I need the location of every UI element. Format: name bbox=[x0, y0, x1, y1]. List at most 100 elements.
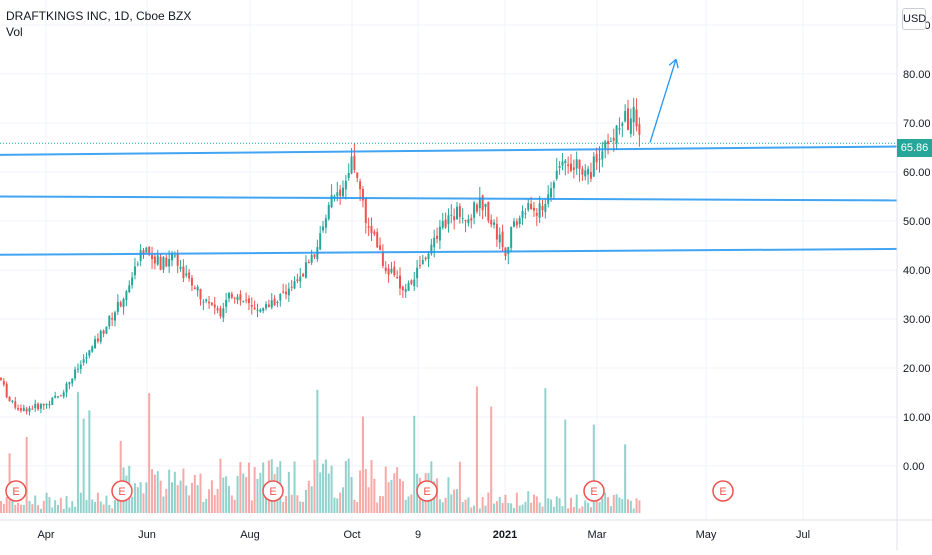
volume-bar bbox=[222, 477, 225, 513]
volume-bar bbox=[116, 491, 119, 513]
candle-body bbox=[250, 305, 253, 307]
volume-bar bbox=[570, 497, 572, 513]
candle-body bbox=[139, 250, 142, 261]
volume-bar bbox=[133, 483, 136, 513]
candle-body bbox=[384, 267, 387, 272]
candle-body bbox=[299, 276, 302, 282]
volume-bar bbox=[79, 492, 82, 513]
volume-bar bbox=[330, 465, 333, 513]
volume-bar bbox=[473, 505, 476, 513]
candle-body bbox=[222, 308, 225, 318]
time-tick-label: 2021 bbox=[493, 529, 517, 541]
volume-bar bbox=[578, 508, 581, 513]
volume-bar bbox=[627, 499, 629, 513]
candle-body bbox=[581, 168, 584, 175]
volume-bar bbox=[205, 498, 208, 513]
candle-body bbox=[575, 159, 578, 169]
candle-body bbox=[453, 216, 456, 221]
candle-body bbox=[621, 123, 624, 126]
candle-body bbox=[168, 258, 171, 267]
candle-body bbox=[416, 267, 419, 279]
candle-body bbox=[609, 140, 612, 142]
candle-body bbox=[148, 246, 151, 254]
candle-body bbox=[627, 108, 629, 130]
volume-bar bbox=[173, 471, 176, 513]
price-tick-label: 0.00 bbox=[903, 461, 924, 473]
volume-bar bbox=[456, 489, 458, 513]
volume-bar bbox=[313, 459, 316, 513]
candle-body bbox=[604, 141, 607, 149]
price-tick-label: 50.00 bbox=[903, 216, 931, 228]
candle-body bbox=[344, 180, 347, 190]
volume-bar bbox=[162, 496, 165, 513]
volume-bar bbox=[114, 500, 116, 513]
candle-body bbox=[267, 304, 270, 308]
candle-body bbox=[11, 400, 14, 402]
candle-body bbox=[313, 254, 316, 258]
time-tick-label: Aug bbox=[240, 529, 260, 541]
candle-body bbox=[570, 163, 572, 171]
volume-bar bbox=[581, 506, 584, 513]
candle-body bbox=[142, 250, 145, 254]
volume-bar bbox=[179, 480, 182, 513]
volume-bar bbox=[285, 495, 287, 513]
volume-bar bbox=[450, 494, 453, 513]
candle-body bbox=[373, 231, 376, 235]
candle-body bbox=[114, 312, 116, 321]
candle-body bbox=[239, 294, 242, 301]
candle-body bbox=[393, 266, 396, 276]
currency-button[interactable]: USD bbox=[902, 8, 926, 30]
volume-bar bbox=[111, 508, 114, 513]
symbol-title: DRAFTKINGS INC, 1D, Cboe BZX bbox=[6, 9, 192, 23]
volume-bar bbox=[387, 482, 390, 513]
candle-body bbox=[119, 302, 122, 307]
candle-body bbox=[350, 156, 353, 174]
candle-body bbox=[401, 286, 404, 291]
volume-bar bbox=[393, 473, 396, 513]
candle-body bbox=[270, 300, 273, 308]
time-tick-label: Mar bbox=[588, 529, 607, 541]
volume-bar bbox=[370, 459, 373, 513]
earnings-label: E bbox=[719, 486, 726, 498]
volume-bar bbox=[453, 489, 456, 513]
price-tick-label: 60.00 bbox=[903, 167, 931, 179]
volume-bar bbox=[202, 501, 205, 513]
volume-bar bbox=[513, 507, 515, 513]
candle-body bbox=[629, 118, 632, 134]
volume-bar bbox=[501, 502, 504, 513]
candle-body bbox=[541, 206, 544, 211]
candle-body bbox=[322, 226, 325, 231]
candle-body bbox=[45, 403, 48, 406]
candle-body bbox=[145, 247, 148, 253]
candle-body bbox=[364, 198, 367, 223]
volume-bar bbox=[22, 504, 25, 513]
volume-bar bbox=[182, 468, 185, 513]
candle-body bbox=[0, 377, 2, 380]
volume-bar bbox=[307, 480, 310, 513]
earnings-label: E bbox=[590, 486, 597, 498]
volume-bar bbox=[510, 503, 513, 513]
candle-body bbox=[379, 245, 382, 250]
volume-bar bbox=[327, 473, 330, 513]
volume-bar bbox=[239, 462, 242, 513]
candle-body bbox=[464, 220, 467, 222]
volume-bar bbox=[638, 500, 641, 513]
candle-body bbox=[407, 282, 410, 291]
candle-body bbox=[259, 309, 262, 312]
volume-bar bbox=[102, 504, 105, 513]
volume-bar bbox=[344, 460, 347, 513]
candle-body bbox=[102, 330, 105, 334]
volume-bar bbox=[91, 499, 94, 513]
volume-bar bbox=[567, 508, 570, 513]
candle-body bbox=[233, 297, 236, 299]
volume-bar bbox=[498, 496, 501, 513]
candle-body bbox=[125, 291, 128, 301]
candle-body bbox=[76, 368, 79, 370]
candle-body bbox=[96, 338, 99, 342]
volume-bar bbox=[347, 458, 350, 513]
time-tick-label: Oct bbox=[343, 529, 360, 541]
candle-body bbox=[413, 279, 416, 287]
volume-bar bbox=[336, 498, 339, 513]
